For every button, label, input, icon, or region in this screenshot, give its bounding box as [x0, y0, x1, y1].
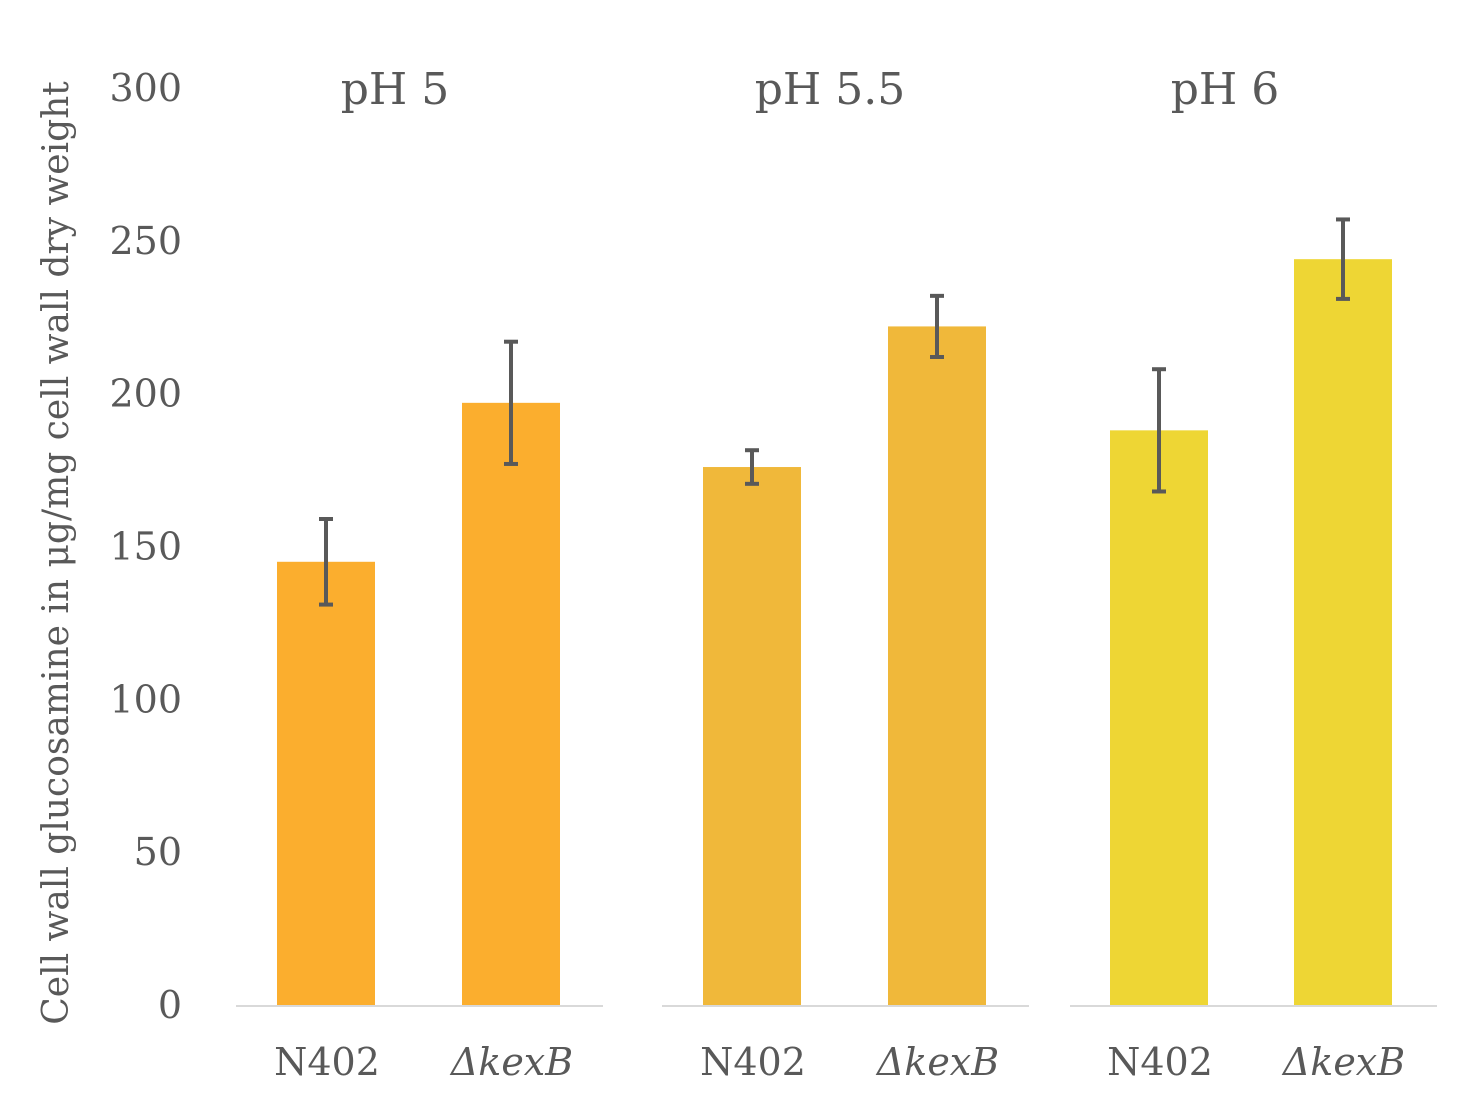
panel-3: pH 6 N402 ΔkexB [1070, 64, 1437, 1084]
y-tick-label: 300 [109, 66, 182, 110]
error-bar [1336, 217, 1350, 301]
y-axis-ticks: 0 50 100 150 200 250 300 [109, 66, 182, 1027]
error-bar [504, 339, 518, 466]
error-bar [1152, 367, 1166, 494]
x-category-label: N402 [1107, 1040, 1213, 1084]
error-bar [745, 448, 759, 486]
x-category-label: N402 [700, 1040, 806, 1084]
error-bar [930, 293, 944, 359]
bar [1294, 259, 1392, 1005]
bar [277, 561, 375, 1005]
x-category-label: ΔkexB [449, 1040, 573, 1084]
x-category-label: ΔkexB [1281, 1040, 1405, 1084]
panels: pH 5 N402 ΔkexB pH 5.5 N402 ΔkexB pH 6 N402 Δkex… [236, 64, 1437, 1084]
panel-title: pH 5 [341, 64, 450, 115]
panel-title: pH 5.5 [755, 64, 906, 115]
y-axis-title: Cell wall glucosamine in μg/mg cell wall… [36, 81, 77, 1025]
x-category-label: N402 [274, 1040, 380, 1084]
panel-2: pH 5.5 N402 ΔkexB [662, 64, 1029, 1084]
y-tick-label: 0 [158, 983, 182, 1027]
bar [703, 467, 801, 1005]
y-tick-label: 150 [109, 525, 182, 569]
y-axis-title-group: Cell wall glucosamine in μg/mg cell wall… [36, 81, 77, 1025]
panel-1: pH 5 N402 ΔkexB [236, 64, 603, 1084]
error-bar [319, 516, 333, 607]
y-tick-label: 100 [109, 677, 182, 721]
panel-title: pH 6 [1171, 64, 1280, 115]
x-category-label: ΔkexB [875, 1040, 999, 1084]
y-tick-label: 250 [109, 219, 182, 263]
bar [462, 402, 560, 1005]
y-tick-label: 200 [109, 372, 182, 416]
y-tick-label: 50 [134, 830, 182, 874]
bar [1110, 430, 1208, 1005]
bar [888, 326, 986, 1005]
